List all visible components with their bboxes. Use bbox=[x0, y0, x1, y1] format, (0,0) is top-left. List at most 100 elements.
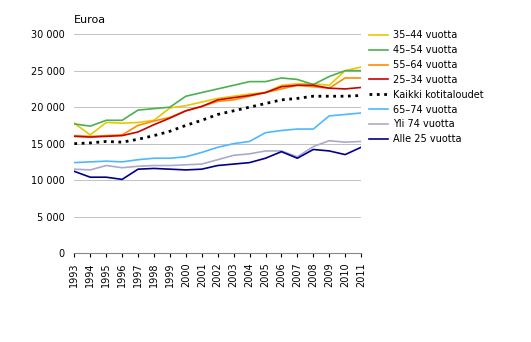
25–34 vuotta bbox=[135, 130, 141, 134]
Yli 74 vuotta bbox=[326, 139, 332, 143]
Alle 25 vuotta bbox=[71, 169, 78, 173]
Kaikki kotitaloudet bbox=[87, 141, 93, 145]
35–44 vuotta bbox=[183, 104, 189, 108]
45–54 vuotta bbox=[199, 91, 205, 95]
35–44 vuotta bbox=[135, 120, 141, 124]
35–44 vuotta bbox=[310, 82, 316, 86]
45–54 vuotta bbox=[119, 118, 125, 122]
35–44 vuotta bbox=[230, 94, 237, 98]
Alle 25 vuotta bbox=[199, 167, 205, 171]
35–44 vuotta bbox=[87, 133, 93, 137]
Line: 25–34 vuotta: 25–34 vuotta bbox=[74, 85, 361, 137]
65–74 vuotta bbox=[310, 127, 316, 131]
Alle 25 vuotta bbox=[151, 167, 157, 171]
55–64 vuotta bbox=[87, 134, 93, 139]
35–44 vuotta bbox=[342, 69, 348, 73]
35–44 vuotta bbox=[358, 65, 364, 69]
Alle 25 vuotta bbox=[310, 147, 316, 152]
25–34 vuotta bbox=[310, 83, 316, 87]
Line: 55–64 vuotta: 55–64 vuotta bbox=[74, 78, 361, 136]
Yli 74 vuotta bbox=[294, 155, 301, 159]
Kaikki kotitaloudet bbox=[310, 94, 316, 98]
55–64 vuotta bbox=[103, 134, 109, 138]
35–44 vuotta bbox=[103, 120, 109, 124]
65–74 vuotta bbox=[246, 140, 253, 144]
65–74 vuotta bbox=[87, 160, 93, 164]
55–64 vuotta bbox=[151, 119, 157, 123]
35–44 vuotta bbox=[151, 118, 157, 122]
Kaikki kotitaloudet bbox=[135, 137, 141, 141]
Kaikki kotitaloudet bbox=[119, 140, 125, 144]
55–64 vuotta bbox=[183, 109, 189, 113]
65–74 vuotta bbox=[262, 131, 269, 135]
Yli 74 vuotta bbox=[87, 168, 93, 172]
Line: 45–54 vuotta: 45–54 vuotta bbox=[74, 71, 361, 126]
35–44 vuotta bbox=[119, 121, 125, 125]
45–54 vuotta bbox=[71, 122, 78, 126]
Yli 74 vuotta bbox=[167, 163, 173, 168]
65–74 vuotta bbox=[119, 160, 125, 164]
45–54 vuotta bbox=[278, 76, 285, 80]
65–74 vuotta bbox=[358, 111, 364, 115]
35–44 vuotta bbox=[167, 106, 173, 110]
Alle 25 vuotta bbox=[246, 160, 253, 165]
65–74 vuotta bbox=[326, 114, 332, 118]
55–64 vuotta bbox=[342, 76, 348, 80]
65–74 vuotta bbox=[278, 129, 285, 133]
Alle 25 vuotta bbox=[87, 175, 93, 179]
25–34 vuotta bbox=[87, 135, 93, 139]
Kaikki kotitaloudet bbox=[262, 102, 269, 106]
55–64 vuotta bbox=[167, 115, 173, 119]
Alle 25 vuotta bbox=[294, 156, 301, 160]
65–74 vuotta bbox=[294, 127, 301, 131]
Yli 74 vuotta bbox=[230, 153, 237, 157]
Alle 25 vuotta bbox=[119, 177, 125, 182]
Yli 74 vuotta bbox=[199, 162, 205, 166]
Kaikki kotitaloudet bbox=[246, 105, 253, 109]
25–34 vuotta bbox=[151, 123, 157, 127]
Alle 25 vuotta bbox=[183, 168, 189, 172]
45–54 vuotta bbox=[310, 82, 316, 87]
55–64 vuotta bbox=[215, 99, 221, 103]
Alle 25 vuotta bbox=[135, 167, 141, 171]
Line: Yli 74 vuotta: Yli 74 vuotta bbox=[74, 141, 361, 170]
35–44 vuotta bbox=[262, 91, 269, 95]
55–64 vuotta bbox=[294, 83, 301, 87]
Yli 74 vuotta bbox=[358, 140, 364, 144]
45–54 vuotta bbox=[135, 108, 141, 112]
45–54 vuotta bbox=[358, 69, 364, 73]
Yli 74 vuotta bbox=[310, 145, 316, 149]
35–44 vuotta bbox=[215, 96, 221, 101]
65–74 vuotta bbox=[215, 145, 221, 149]
Alle 25 vuotta bbox=[167, 167, 173, 171]
Yli 74 vuotta bbox=[342, 140, 348, 144]
Kaikki kotitaloudet bbox=[342, 94, 348, 98]
Kaikki kotitaloudet bbox=[167, 129, 173, 133]
Kaikki kotitaloudet bbox=[358, 93, 364, 97]
Text: Euroa: Euroa bbox=[74, 15, 106, 25]
Yli 74 vuotta bbox=[71, 167, 78, 171]
Line: Alle 25 vuotta: Alle 25 vuotta bbox=[74, 147, 361, 180]
Kaikki kotitaloudet bbox=[326, 94, 332, 98]
Yli 74 vuotta bbox=[135, 164, 141, 168]
Yli 74 vuotta bbox=[246, 152, 253, 156]
55–64 vuotta bbox=[310, 85, 316, 89]
25–34 vuotta bbox=[358, 86, 364, 90]
55–64 vuotta bbox=[358, 76, 364, 80]
Kaikki kotitaloudet bbox=[183, 123, 189, 128]
45–54 vuotta bbox=[262, 80, 269, 84]
35–44 vuotta bbox=[246, 92, 253, 96]
25–34 vuotta bbox=[215, 98, 221, 102]
25–34 vuotta bbox=[262, 91, 269, 95]
Line: Kaikki kotitaloudet: Kaikki kotitaloudet bbox=[74, 95, 361, 144]
Alle 25 vuotta bbox=[278, 149, 285, 154]
65–74 vuotta bbox=[103, 159, 109, 163]
45–54 vuotta bbox=[294, 77, 301, 81]
45–54 vuotta bbox=[151, 107, 157, 111]
65–74 vuotta bbox=[230, 142, 237, 146]
65–74 vuotta bbox=[342, 113, 348, 117]
25–34 vuotta bbox=[103, 134, 109, 139]
25–34 vuotta bbox=[246, 93, 253, 97]
25–34 vuotta bbox=[326, 86, 332, 90]
25–34 vuotta bbox=[167, 116, 173, 120]
